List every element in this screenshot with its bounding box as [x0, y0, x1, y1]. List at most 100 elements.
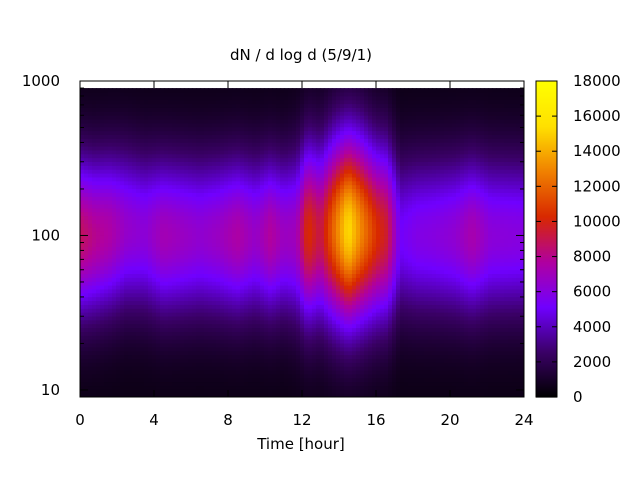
heatmap-cell [108, 238, 113, 244]
heatmap-cell [184, 261, 189, 267]
heatmap-cell [252, 138, 257, 143]
heatmap-cell [204, 342, 209, 348]
heatmap-cell [316, 215, 321, 220]
heatmap-cell [196, 211, 201, 217]
heatmap-cell [200, 138, 205, 143]
heatmap-cell [172, 115, 177, 120]
heatmap-cell [160, 176, 165, 182]
heatmap-cell [108, 254, 113, 259]
heatmap-cell [204, 219, 209, 224]
heatmap-cell [104, 261, 109, 267]
heatmap-cell [208, 211, 213, 217]
heatmap-cell [300, 99, 305, 105]
heatmap-cell [152, 122, 157, 128]
heatmap-cell [176, 288, 181, 294]
heatmap-cell [228, 335, 233, 340]
heatmap-cell [104, 285, 109, 290]
heatmap-cell [204, 118, 209, 124]
heatmap-cell [200, 173, 205, 178]
heatmap-cell [112, 285, 117, 290]
heatmap-cell [148, 192, 153, 197]
heatmap-cell [196, 346, 201, 352]
heatmap-cell [100, 277, 105, 282]
heatmap-cell [128, 385, 133, 390]
heatmap-cell [84, 230, 89, 236]
heatmap-cell [120, 358, 125, 363]
heatmap-cell [260, 362, 265, 367]
heatmap-cell [144, 389, 149, 394]
heatmap-cell [200, 342, 205, 348]
heatmap-cell [156, 169, 161, 174]
heatmap-cell [316, 192, 321, 197]
heatmap-cell [320, 107, 325, 112]
heatmap-cell [168, 200, 173, 205]
heatmap-cell [296, 273, 301, 278]
heatmap-cell [304, 342, 309, 348]
heatmap-cell [184, 111, 189, 116]
heatmap-cell [172, 331, 177, 336]
heatmap-cell [204, 192, 209, 197]
heatmap-cell [288, 296, 293, 302]
heatmap-cell [272, 366, 277, 371]
heatmap-cell [264, 319, 269, 325]
heatmap-cell [140, 219, 145, 224]
heatmap-cell [196, 184, 201, 190]
heatmap-cell [316, 257, 321, 263]
heatmap-cell [212, 265, 217, 271]
heatmap-cell [204, 188, 209, 193]
heatmap-cell [132, 300, 137, 305]
heatmap-cell [284, 173, 289, 178]
heatmap-cell [284, 95, 289, 101]
heatmap-cell [184, 346, 189, 352]
heatmap-cell [232, 200, 237, 205]
heatmap-cell [324, 369, 329, 375]
heatmap-cell [120, 234, 125, 240]
heatmap-cell [304, 250, 309, 255]
heatmap-cell [308, 362, 313, 367]
heatmap-cell [84, 196, 89, 201]
heatmap-cell [180, 242, 185, 247]
heatmap-cell [316, 369, 321, 375]
heatmap-cell [160, 362, 165, 367]
heatmap-cell [240, 180, 245, 186]
heatmap-cell [184, 122, 189, 128]
heatmap-cell [144, 99, 149, 105]
heatmap-cell [80, 176, 85, 182]
heatmap-cell [116, 354, 121, 359]
heatmap-cell [284, 215, 289, 220]
heatmap-cell [200, 149, 205, 155]
heatmap-cell [132, 269, 137, 275]
heatmap-cell [144, 134, 149, 139]
heatmap-cell [96, 118, 101, 124]
heatmap-cell [268, 327, 273, 332]
heatmap-cell [236, 257, 241, 263]
heatmap-cell [236, 188, 241, 193]
heatmap-cell [148, 126, 153, 132]
heatmap-cell [256, 161, 261, 166]
heatmap-cell [304, 95, 309, 101]
heatmap-cell [224, 192, 229, 197]
heatmap-cell [124, 254, 129, 259]
heatmap-cell [224, 130, 229, 136]
heatmap-cell [84, 277, 89, 282]
heatmap-cell [144, 242, 149, 247]
heatmap-cell [100, 385, 105, 390]
heatmap-cell [228, 242, 233, 247]
heatmap-cell [312, 323, 317, 329]
heatmap-cell [152, 138, 157, 143]
heatmap-cell [88, 161, 93, 166]
heatmap-cell [88, 292, 93, 298]
heatmap-cell [292, 389, 297, 394]
heatmap-cell [312, 277, 317, 282]
heatmap-cell [100, 200, 105, 205]
heatmap-cell [288, 234, 293, 240]
heatmap-cell [304, 169, 309, 174]
heatmap-cell [168, 319, 173, 325]
heatmap-cell [192, 88, 197, 93]
heatmap-cell [296, 331, 301, 336]
heatmap-cell [320, 246, 325, 251]
heatmap-cell [280, 265, 285, 271]
heatmap-cell [124, 362, 129, 367]
heatmap-cell [312, 103, 317, 108]
heatmap-cell [144, 281, 149, 286]
